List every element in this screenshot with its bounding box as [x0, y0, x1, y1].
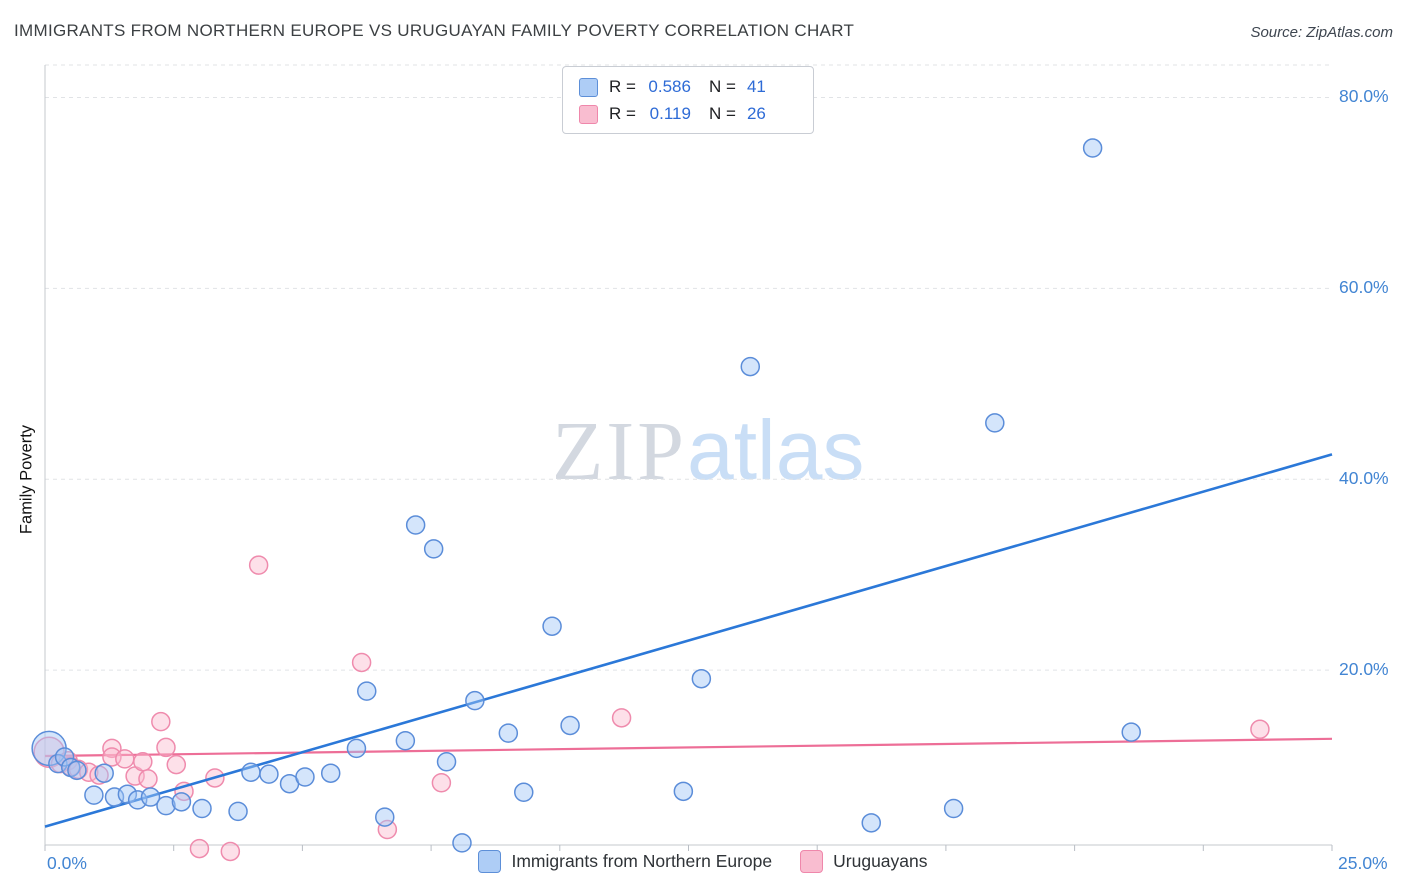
x-tick-25: 25.0%	[1338, 853, 1388, 873]
scatter-point-blue[interactable]	[117, 784, 138, 804]
scatter-point-blue[interactable]	[740, 356, 761, 377]
y-tick-40: 40.0%	[1339, 468, 1389, 488]
scatter-point-blue[interactable]	[691, 668, 712, 689]
legend-row-blue: R = 0.586 N = 41	[579, 77, 797, 97]
scatter-point-blue[interactable]	[320, 763, 341, 783]
scatter-point-blue[interactable]	[1082, 138, 1103, 158]
scatter-point-pink[interactable]	[377, 819, 398, 840]
r-label: R =	[609, 104, 636, 123]
scatter-point-blue[interactable]	[452, 833, 472, 853]
scatter-point-blue[interactable]	[423, 539, 444, 559]
blue-series-swatch	[579, 77, 598, 97]
y-axis-title: Family Poverty	[17, 424, 36, 535]
scatter-point-blue[interactable]	[943, 798, 964, 819]
n-value-blue: 41	[746, 77, 766, 96]
correlation-legend-box: R = 0.586 N = 41 R = 0.119 N = 26	[562, 66, 814, 134]
scatter-point-pink[interactable]	[133, 751, 153, 772]
legend-item-immigrants[interactable]: Immigrants from Northern Europe	[478, 850, 772, 873]
scatter-point-blue[interactable]	[465, 690, 485, 711]
scatter-point-blue[interactable]	[861, 813, 882, 833]
legend-row-pink: R = 0.119 N = 26	[579, 104, 797, 124]
legend-item-label: Immigrants from Northern Europe	[511, 851, 773, 871]
scatter-point-pink[interactable]	[431, 772, 452, 793]
r-value-pink: 0.119	[649, 104, 691, 123]
scatter-point-pink[interactable]	[189, 838, 210, 859]
x-tick-0: 0.0%	[47, 853, 87, 873]
scatter-point-pink[interactable]	[138, 769, 158, 789]
scatter-point-blue[interactable]	[542, 616, 562, 636]
scatter-point-blue[interactable]	[171, 792, 192, 812]
source-label: Source: ZipAtlas.com	[1250, 24, 1393, 41]
scatter-point-blue[interactable]	[54, 747, 75, 767]
scatter-point-pink[interactable]	[151, 711, 171, 732]
trend-line-blue	[44, 453, 1333, 828]
scatter-point-blue[interactable]	[259, 764, 279, 784]
scatter-point-pink[interactable]	[166, 754, 187, 775]
scatter-point-pink[interactable]	[115, 749, 135, 769]
scatter-point-blue[interactable]	[1121, 722, 1141, 742]
scatter-point-blue[interactable]	[140, 787, 161, 807]
scatter-point-blue[interactable]	[192, 798, 212, 819]
scatter-point-blue[interactable]	[985, 413, 1005, 433]
chart-title: IMMIGRANTS FROM NORTHERN EUROPE VS URUGU…	[14, 21, 855, 40]
scatter-point-pink[interactable]	[220, 841, 241, 862]
watermark-atlas: atlas	[687, 403, 865, 497]
y-tick-80: 80.0%	[1339, 86, 1389, 106]
scatter-point-blue[interactable]	[346, 738, 367, 759]
scatter-point-pink[interactable]	[156, 737, 176, 758]
scatter-point-blue[interactable]	[295, 767, 315, 787]
scatter-point-pink[interactable]	[1250, 719, 1270, 740]
bottom-legend: Immigrants from Northern Europe Uruguaya…	[0, 850, 1406, 873]
pink-legend-swatch	[800, 850, 824, 873]
scatter-point-blue[interactable]	[357, 681, 377, 701]
r-value-blue: 0.586	[648, 77, 691, 96]
n-label: N =	[708, 104, 736, 123]
scatter-point-blue[interactable]	[395, 730, 416, 751]
scatter-point-pink[interactable]	[611, 708, 632, 728]
scatter-point-blue[interactable]	[241, 762, 261, 782]
blue-legend-swatch	[478, 850, 502, 873]
pink-series-swatch	[579, 104, 598, 124]
legend-item-uruguayans[interactable]: Uruguayans	[800, 850, 928, 873]
y-tick-20: 20.0%	[1339, 659, 1389, 679]
scatter-point-blue[interactable]	[405, 515, 426, 535]
scatter-point-blue[interactable]	[560, 715, 580, 736]
scatter-point-blue[interactable]	[436, 751, 457, 772]
scatter-point-blue[interactable]	[673, 781, 694, 802]
r-label: R =	[609, 77, 636, 96]
n-label: N =	[708, 77, 736, 96]
scatter-point-blue[interactable]	[228, 801, 248, 822]
scatter-point-blue[interactable]	[84, 785, 104, 805]
watermark-zip: ZIP	[552, 405, 687, 498]
y-tick-60: 60.0%	[1339, 277, 1389, 297]
scatter-point-blue[interactable]	[514, 782, 534, 803]
scatter-point-blue[interactable]	[94, 763, 114, 783]
watermark: ZIPatlas	[552, 404, 864, 498]
scatter-point-pink[interactable]	[351, 652, 372, 673]
legend-item-label: Uruguayans	[833, 851, 928, 871]
scatter-point-blue[interactable]	[67, 760, 87, 781]
n-value-pink: 26	[746, 104, 766, 123]
scatter-point-blue[interactable]	[375, 807, 395, 827]
scatter-point-pink[interactable]	[248, 555, 269, 575]
scatter-point-blue[interactable]	[156, 795, 176, 816]
trend-line-pink	[44, 737, 1333, 758]
scatter-point-blue[interactable]	[498, 723, 519, 743]
